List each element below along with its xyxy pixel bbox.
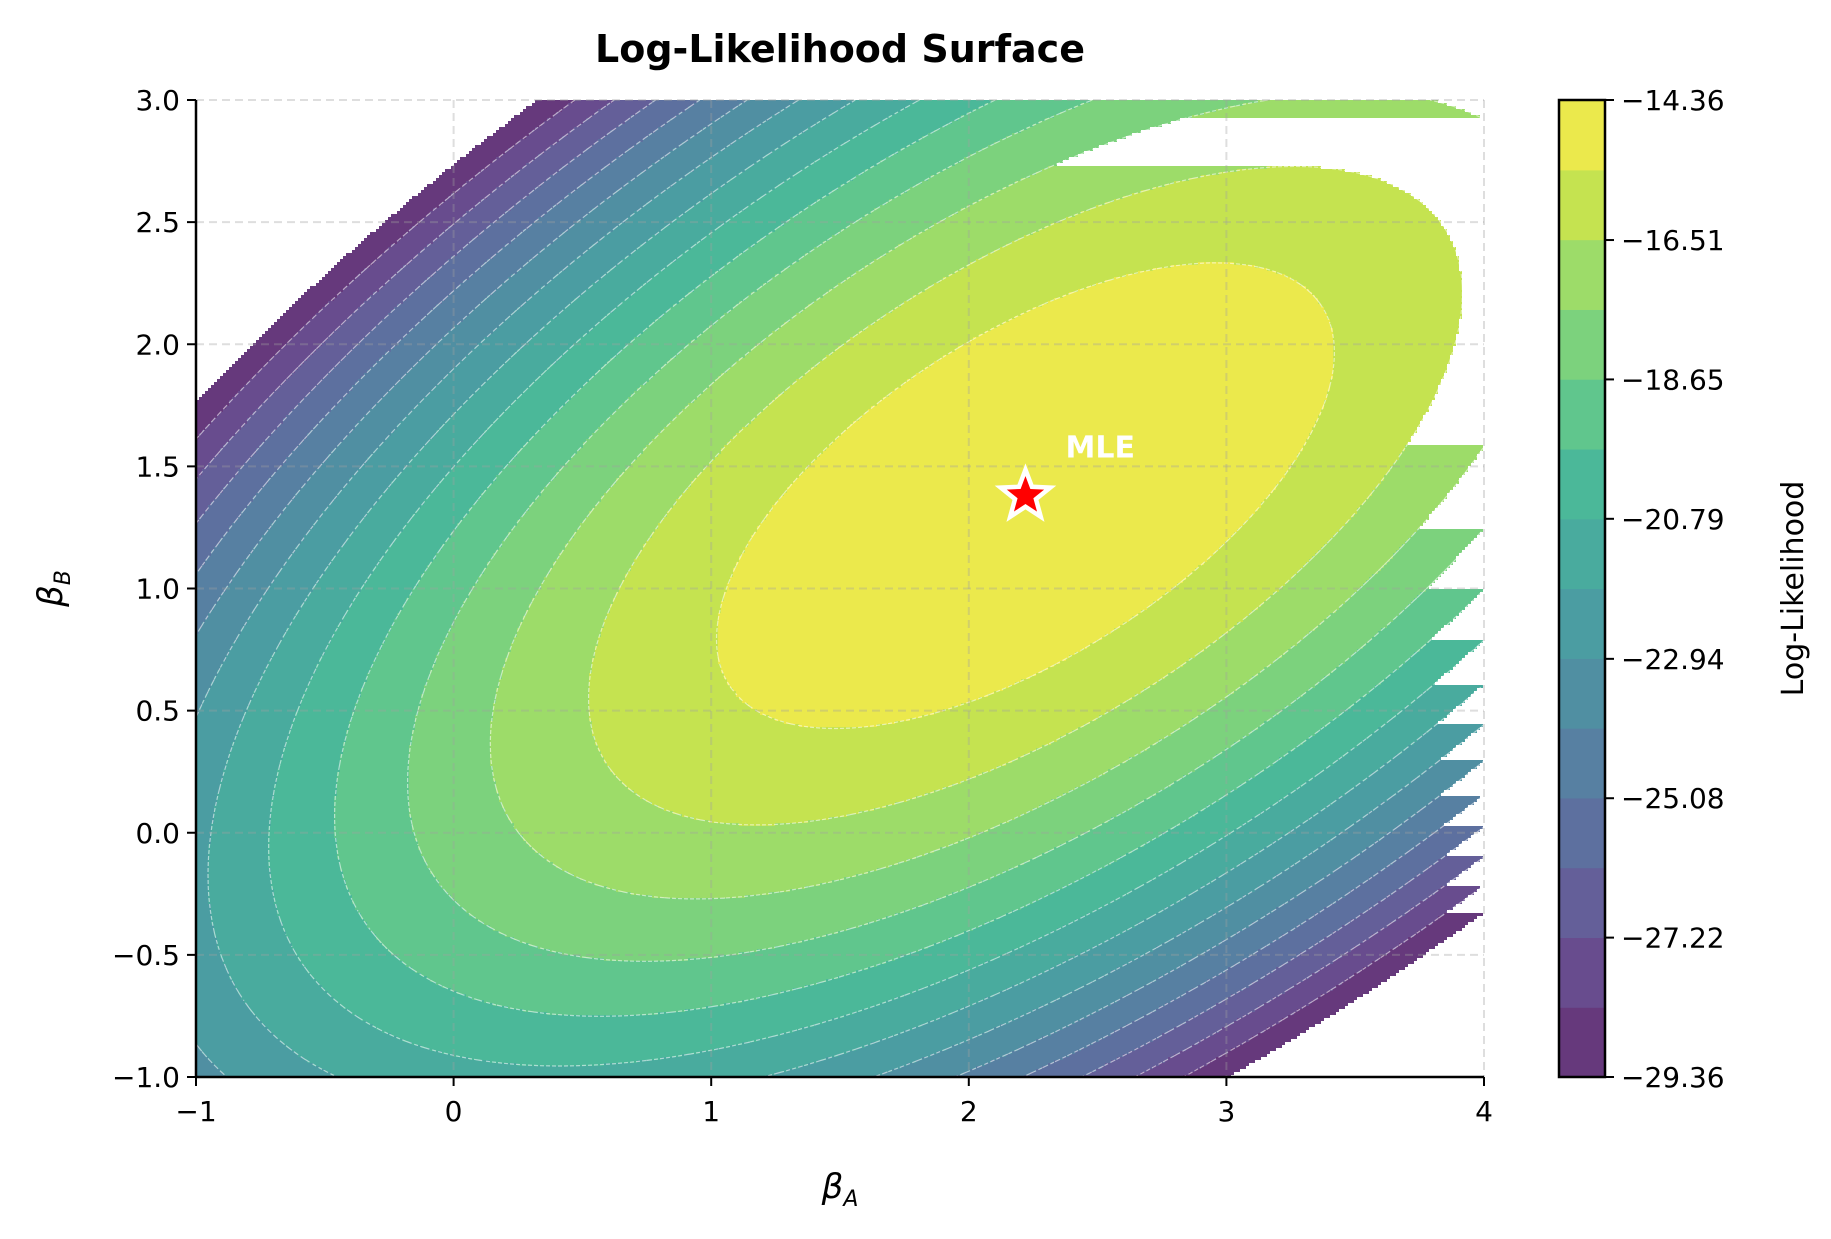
mle-label: MLE — [1065, 431, 1134, 466]
x-tick-label: 1 — [702, 1095, 720, 1128]
colorbar-band-1 — [1559, 937, 1605, 1008]
colorbar-band-5 — [1559, 658, 1605, 729]
y-axis-label: βB — [31, 570, 76, 608]
x-ticks: −1 0 1 2 3 4 — [175, 1077, 1493, 1128]
mle-star-marker — [994, 463, 1057, 522]
y-axis-label-main: β — [31, 585, 71, 608]
colorbar-tick-label: −27.22 — [1621, 922, 1725, 955]
contour-line-7 — [207, 100, 1484, 1077]
colorbar-band-6 — [1559, 588, 1605, 659]
x-tick-label: 0 — [445, 1095, 463, 1128]
colorbar-band-4 — [1559, 728, 1605, 799]
mle-marker-group: MLE — [994, 431, 1135, 522]
chart-title: Log-Likelihood Surface — [595, 27, 1085, 71]
y-tick-label: 1.0 — [135, 573, 180, 606]
colorbar-band-0 — [1559, 1007, 1605, 1078]
contour-line-9 — [334, 100, 1484, 1017]
x-tick-label: 3 — [1217, 1095, 1235, 1128]
x-tick-label: 4 — [1475, 1095, 1493, 1128]
y-axis-label-sub: B — [51, 570, 76, 585]
contour-line-8 — [268, 100, 1484, 1067]
colorbar-tick-label: −25.08 — [1621, 782, 1725, 815]
contour-line-2 — [196, 100, 1484, 1077]
y-tick-label: 0.0 — [135, 817, 180, 850]
contour-band-11 — [490, 100, 1483, 898]
contour-band-9 — [334, 100, 1483, 1015]
colorbar-band-12 — [1559, 169, 1605, 241]
colorbar-band-7 — [1559, 518, 1605, 590]
x-axis-label-sub: A — [841, 1187, 858, 1212]
contour-band-12 — [589, 166, 1462, 826]
contour-lines — [196, 100, 1484, 1077]
contour-band-6 — [196, 100, 1483, 1077]
contour-band-8 — [268, 100, 1483, 1066]
colorbar: −14.36 −16.51 −18.65 −20.79 −22.94 −25.08 −27.… — [1557, 84, 1725, 1094]
colorbar-label: Log-Likelihood — [1776, 481, 1811, 697]
y-tick-label: 2.5 — [135, 206, 180, 239]
contour-line-3 — [196, 100, 1484, 1077]
colorbar-band-11 — [1559, 239, 1605, 310]
contour-line-5 — [196, 100, 1484, 1077]
contour-line-13 — [715, 262, 1335, 730]
colorbar-tick-label: −20.79 — [1621, 503, 1725, 536]
y-tick-label: −1.0 — [112, 1061, 180, 1094]
contour-line-11 — [489, 100, 1484, 900]
x-axis-label: βA — [821, 1167, 859, 1212]
colorbar-band-10 — [1559, 309, 1605, 380]
colorbar-band-9 — [1559, 379, 1605, 450]
colorbar-tick-label: −18.65 — [1621, 363, 1725, 396]
contour-band-7 — [208, 100, 1483, 1077]
contour-band-10 — [409, 100, 1483, 961]
y-tick-label: 2.0 — [135, 328, 180, 361]
colorbar-band-2 — [1559, 867, 1605, 939]
colorbar-tick-label: −22.94 — [1621, 643, 1725, 676]
x-tick-label: 2 — [960, 1095, 978, 1128]
contour-line-12 — [588, 165, 1463, 826]
colorbar-tick-label: −29.36 — [1621, 1061, 1725, 1094]
contour-line-10 — [407, 100, 1484, 962]
y-ticks: −1.0 −0.5 0.0 0.5 1.0 1.5 2.0 2.5 3.0 — [112, 84, 196, 1094]
y-tick-label: 3.0 — [135, 84, 180, 117]
colorbar-band-3 — [1559, 797, 1605, 869]
contour-line-4 — [196, 100, 1484, 1077]
y-tick-label: −0.5 — [112, 939, 180, 972]
contour-line-6 — [196, 100, 1484, 1077]
colorbar-band-13 — [1559, 100, 1605, 171]
x-tick-label: −1 — [175, 1095, 216, 1128]
contour-line-1 — [196, 100, 1484, 1077]
y-tick-label: 1.5 — [135, 450, 180, 483]
colorbar-band-8 — [1559, 448, 1605, 520]
y-tick-label: 0.5 — [135, 695, 180, 728]
colorbar-tick-label: −16.51 — [1621, 224, 1725, 257]
colorbar-frame — [1557, 98, 1607, 1079]
x-axis-label-main: β — [821, 1167, 844, 1207]
contour-band-0 — [196, 100, 1483, 1077]
colorbar-tick-label: −14.36 — [1621, 84, 1725, 117]
